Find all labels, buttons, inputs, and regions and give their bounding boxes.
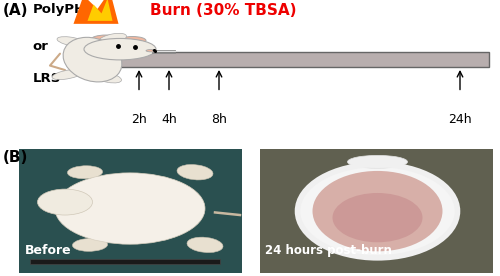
Text: PolyPHb: PolyPHb <box>32 3 95 16</box>
Ellipse shape <box>312 171 442 251</box>
Circle shape <box>84 38 156 60</box>
Text: Before: Before <box>25 243 72 257</box>
Polygon shape <box>74 0 118 24</box>
Ellipse shape <box>177 164 213 180</box>
Text: 8h: 8h <box>211 113 227 126</box>
Ellipse shape <box>94 72 122 83</box>
Ellipse shape <box>98 33 126 44</box>
Circle shape <box>91 35 121 44</box>
Ellipse shape <box>332 193 422 242</box>
Text: 2h: 2h <box>131 113 147 126</box>
Ellipse shape <box>57 37 88 47</box>
Ellipse shape <box>63 37 122 82</box>
Circle shape <box>119 36 146 44</box>
Ellipse shape <box>146 49 157 52</box>
Text: or: or <box>32 40 48 53</box>
Bar <box>119 52 489 67</box>
Ellipse shape <box>187 237 223 253</box>
Text: 24 hours post-burn: 24 hours post-burn <box>265 243 392 257</box>
Ellipse shape <box>38 189 92 215</box>
Text: LRS: LRS <box>32 71 61 84</box>
Text: 24h: 24h <box>448 113 472 126</box>
Bar <box>30 259 220 264</box>
Ellipse shape <box>72 238 108 251</box>
Ellipse shape <box>52 70 83 79</box>
Ellipse shape <box>298 164 458 258</box>
Text: (A): (A) <box>2 3 28 18</box>
Polygon shape <box>88 0 112 21</box>
Text: 4h: 4h <box>161 113 177 126</box>
Ellipse shape <box>55 173 205 244</box>
Bar <box>19 149 242 274</box>
Ellipse shape <box>348 155 408 168</box>
Ellipse shape <box>68 166 102 179</box>
Text: Burn (30% TBSA): Burn (30% TBSA) <box>150 3 296 18</box>
Bar <box>260 149 492 274</box>
Text: (B): (B) <box>2 150 28 165</box>
